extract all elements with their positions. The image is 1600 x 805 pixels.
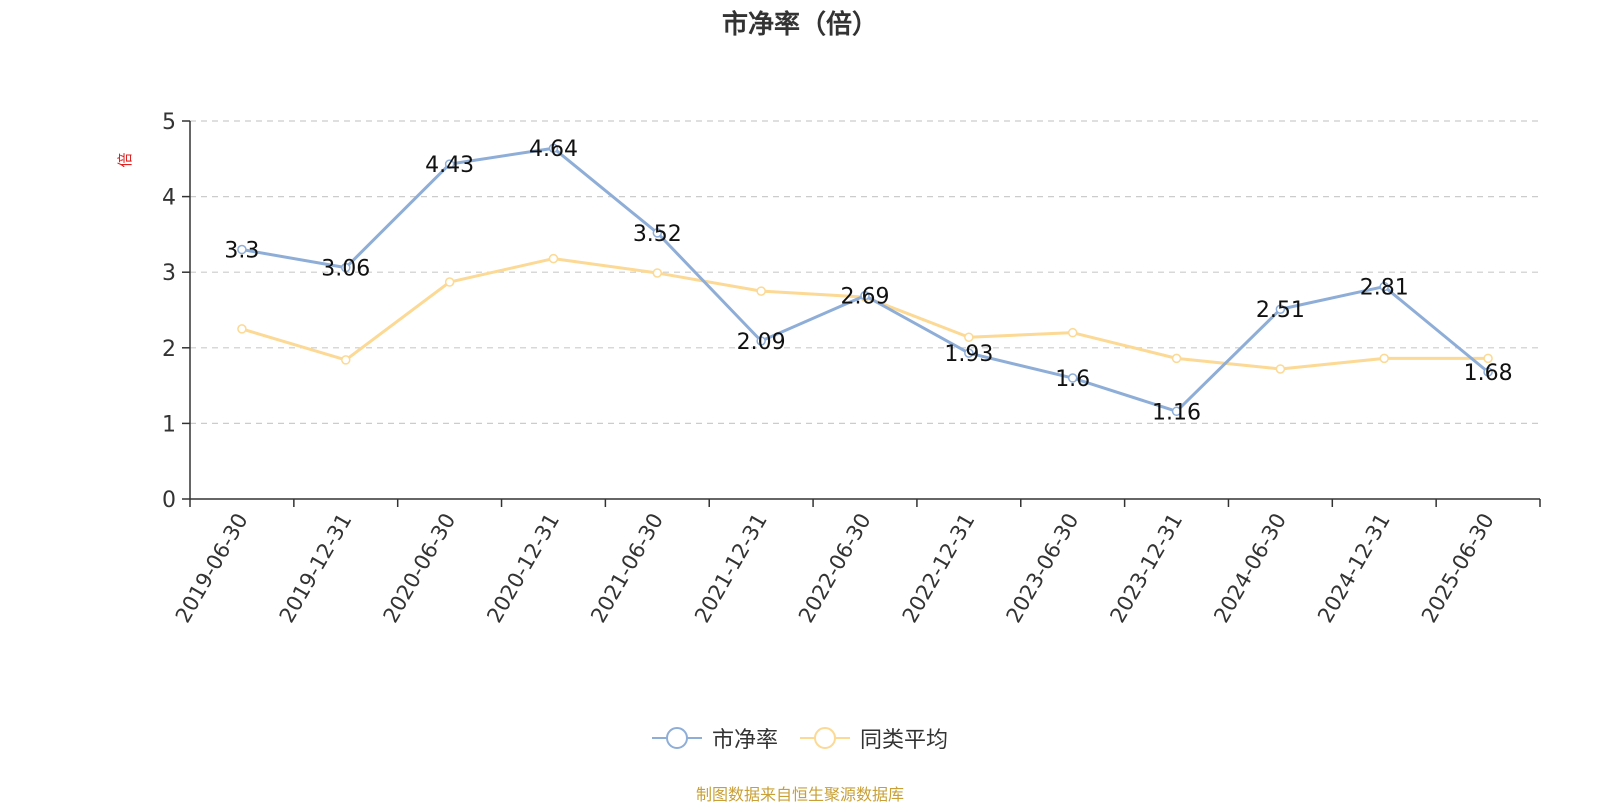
- x-tick-label: 2023-12-31: [1105, 509, 1187, 627]
- data-label: 3.06: [321, 257, 370, 282]
- x-tick-label: 2025-06-30: [1417, 509, 1499, 627]
- y-tick-label: 2: [162, 337, 176, 362]
- x-tick-label: 2019-06-30: [171, 509, 253, 627]
- x-tick-label: 2019-12-31: [275, 509, 357, 627]
- source-note: 制图数据来自恒生聚源数据库: [695, 785, 904, 804]
- data-point-peer-average: [1275, 364, 1286, 374]
- data-point-peer-average: [1483, 353, 1493, 364]
- chart-title: 市净率（倍）: [721, 10, 878, 40]
- data-label: 3.3: [224, 239, 259, 264]
- data-label: 1.68: [1464, 361, 1513, 386]
- legend-marker-icon: [651, 727, 702, 749]
- data-point-pb: [1275, 304, 1286, 314]
- series-line-pb: [241, 146, 1490, 413]
- data-point-pb: [652, 228, 663, 238]
- x-tick-label: 2024-12-31: [1313, 509, 1395, 627]
- data-label: 2.81: [1360, 276, 1409, 301]
- data-label: 1.16: [1152, 400, 1201, 425]
- data-point-pb: [1379, 281, 1389, 292]
- x-tick-label: 2021-06-30: [586, 509, 668, 627]
- y-tick-label: 5: [162, 110, 176, 135]
- x-tick-label: 2022-06-30: [794, 509, 876, 627]
- data-point-peer-average: [1067, 327, 1078, 338]
- legend: 市净率 同类平均: [0, 722, 1600, 754]
- data-point-peer-average: [964, 332, 974, 342]
- legend-label: 市净率: [711, 728, 778, 753]
- x-tick-label: 2020-12-31: [482, 509, 564, 627]
- data-point-pb: [444, 159, 455, 169]
- data-point-pb: [548, 143, 559, 153]
- data-point-peer-average: [237, 324, 247, 334]
- x-tick-label: 2020-06-30: [379, 509, 461, 627]
- data-point-peer-average: [341, 355, 351, 365]
- data-label: 3.52: [633, 222, 682, 247]
- data-point-pb: [1067, 373, 1078, 383]
- data-label: 1.93: [944, 342, 993, 367]
- data-point-pb: [860, 290, 870, 301]
- data-label: 1.6: [1055, 367, 1090, 392]
- legend-item-pb[interactable]: 市净率: [651, 722, 778, 754]
- x-tick-label: 2022-12-31: [898, 509, 980, 627]
- data-point-peer-average: [1171, 353, 1182, 364]
- data-point-peer-average: [548, 253, 559, 264]
- data-label: 2.69: [841, 285, 890, 310]
- data-label: 4.64: [529, 137, 578, 162]
- data-label: 2.09: [737, 330, 786, 355]
- data-point-pb: [756, 336, 766, 346]
- data-point-pb: [237, 244, 247, 255]
- y-tick-label: 3: [162, 261, 176, 286]
- data-point-peer-average: [652, 268, 663, 278]
- data-point-peer-average: [444, 277, 455, 287]
- data-point-peer-average: [1379, 353, 1389, 364]
- x-tick-label: 2021-12-31: [690, 509, 772, 627]
- y-axis-unit-label: 倍: [116, 152, 134, 167]
- legend-marker-icon: [800, 727, 850, 749]
- legend-item-peer-average[interactable]: 同类平均: [800, 722, 948, 754]
- data-point-pb: [1171, 406, 1182, 417]
- x-tick-label: 2024-06-30: [1209, 509, 1291, 627]
- y-tick-label: 0: [162, 488, 176, 513]
- legend-label: 同类平均: [860, 728, 949, 753]
- data-point-pb: [964, 348, 974, 358]
- data-point-peer-average: [756, 286, 766, 296]
- data-label: 2.51: [1256, 298, 1305, 323]
- data-point-pb: [341, 262, 351, 273]
- data-point-pb: [1483, 367, 1493, 377]
- y-tick-label: 1: [162, 412, 176, 437]
- y-tick-label: 4: [162, 186, 176, 211]
- x-tick-label: 2023-06-30: [1002, 509, 1084, 627]
- data-label: 4.43: [425, 153, 474, 178]
